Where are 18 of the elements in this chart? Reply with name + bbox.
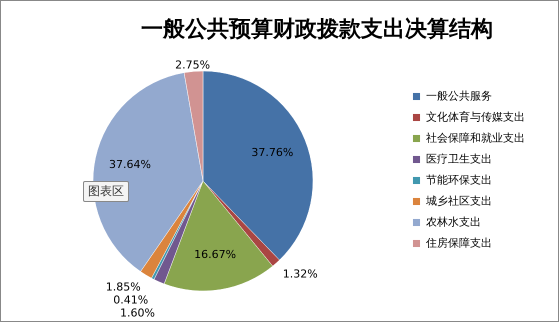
data-label: 1.32% [282, 268, 318, 281]
data-label: 37.76% [251, 146, 294, 159]
data-label: 0.41% [113, 294, 148, 307]
data-label: 1.60% [120, 306, 155, 320]
legend-label: 城乡社区支出 [425, 194, 492, 208]
legend-label: 社会保障和就业支出 [426, 132, 525, 144]
text: 图表区 [83, 181, 129, 202]
legend-label: 文化体育与传媒支出 [426, 110, 525, 124]
chart-title: 一般公共预算财政拨款支出决算结构 [141, 16, 493, 42]
data-label: 37.64% [108, 158, 151, 172]
legend-label: 住房保障支出 [426, 236, 492, 250]
legend-label: 医疗卫生支出 [426, 152, 492, 166]
legend-label: 一般公共服务 [426, 90, 492, 102]
legend-label: 农林水支出 [426, 216, 481, 228]
data-label: 16.67% [194, 248, 236, 261]
data-label: 2.75% [175, 58, 210, 72]
legend-label: 节能环保支出 [426, 174, 492, 186]
data-label: 1.85% [106, 280, 141, 294]
